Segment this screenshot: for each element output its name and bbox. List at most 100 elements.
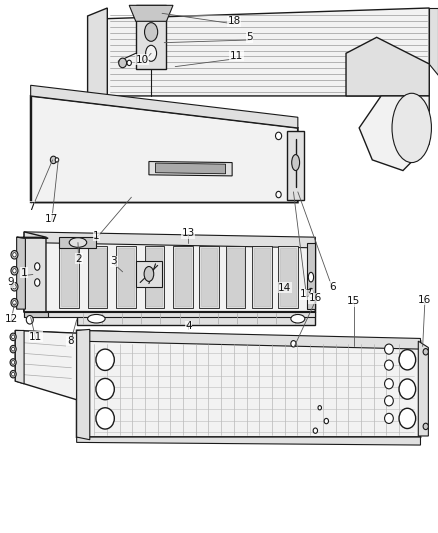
- Text: 11: 11: [230, 51, 243, 61]
- Ellipse shape: [96, 378, 114, 400]
- Polygon shape: [77, 329, 90, 440]
- Ellipse shape: [35, 263, 40, 270]
- Ellipse shape: [399, 408, 416, 429]
- Text: 3: 3: [110, 256, 117, 266]
- Polygon shape: [77, 330, 420, 349]
- Ellipse shape: [308, 272, 314, 282]
- Ellipse shape: [318, 406, 321, 410]
- Polygon shape: [227, 248, 244, 306]
- Polygon shape: [199, 246, 219, 308]
- Polygon shape: [17, 237, 48, 238]
- Text: 10: 10: [136, 55, 149, 64]
- Text: 18: 18: [228, 17, 241, 26]
- Text: 13: 13: [182, 229, 195, 238]
- Polygon shape: [88, 8, 107, 101]
- Polygon shape: [252, 246, 272, 308]
- Polygon shape: [24, 237, 315, 312]
- Ellipse shape: [96, 408, 114, 429]
- Ellipse shape: [385, 395, 393, 406]
- Ellipse shape: [392, 93, 431, 163]
- Ellipse shape: [13, 253, 16, 257]
- Text: 1: 1: [93, 231, 100, 240]
- Ellipse shape: [50, 156, 57, 164]
- Text: 4: 4: [185, 321, 192, 331]
- Text: 11: 11: [29, 332, 42, 342]
- Polygon shape: [88, 246, 107, 308]
- Polygon shape: [201, 248, 217, 306]
- Polygon shape: [59, 246, 79, 308]
- Ellipse shape: [144, 266, 154, 281]
- Polygon shape: [107, 8, 429, 96]
- Polygon shape: [31, 96, 298, 203]
- Polygon shape: [17, 237, 25, 309]
- Polygon shape: [118, 248, 134, 306]
- Ellipse shape: [11, 298, 18, 307]
- Text: 16: 16: [309, 294, 322, 303]
- Ellipse shape: [11, 348, 14, 351]
- Polygon shape: [136, 261, 162, 287]
- Polygon shape: [278, 246, 298, 308]
- Polygon shape: [136, 5, 166, 69]
- Ellipse shape: [11, 282, 18, 291]
- Polygon shape: [31, 85, 298, 128]
- Ellipse shape: [10, 370, 16, 378]
- Polygon shape: [24, 232, 315, 248]
- Text: 14: 14: [278, 283, 291, 293]
- Text: 8: 8: [67, 336, 74, 346]
- Text: 12: 12: [4, 314, 18, 324]
- Polygon shape: [61, 248, 77, 306]
- Ellipse shape: [11, 251, 18, 259]
- Polygon shape: [77, 330, 420, 437]
- Text: 7: 7: [28, 202, 35, 212]
- Polygon shape: [15, 330, 72, 385]
- Polygon shape: [15, 330, 77, 400]
- Ellipse shape: [313, 428, 318, 433]
- Text: 5: 5: [246, 33, 253, 42]
- Ellipse shape: [385, 378, 393, 389]
- Text: 15: 15: [347, 296, 360, 306]
- Polygon shape: [145, 246, 164, 308]
- Ellipse shape: [385, 414, 393, 423]
- Ellipse shape: [292, 155, 300, 171]
- Ellipse shape: [35, 279, 40, 286]
- Ellipse shape: [276, 191, 281, 198]
- Polygon shape: [280, 248, 296, 306]
- Ellipse shape: [119, 58, 127, 68]
- Text: 16: 16: [418, 295, 431, 304]
- Ellipse shape: [13, 301, 16, 305]
- Ellipse shape: [13, 269, 16, 273]
- Polygon shape: [175, 248, 191, 306]
- Polygon shape: [287, 131, 304, 200]
- Polygon shape: [77, 312, 315, 325]
- Ellipse shape: [399, 379, 416, 399]
- Polygon shape: [129, 5, 173, 21]
- Ellipse shape: [291, 341, 296, 347]
- Ellipse shape: [11, 335, 14, 339]
- Ellipse shape: [96, 349, 114, 370]
- Polygon shape: [359, 96, 429, 171]
- Ellipse shape: [291, 314, 305, 323]
- Polygon shape: [146, 248, 162, 306]
- Ellipse shape: [127, 60, 131, 66]
- Ellipse shape: [88, 314, 105, 323]
- Ellipse shape: [276, 132, 282, 140]
- Ellipse shape: [26, 316, 33, 324]
- Polygon shape: [24, 232, 46, 312]
- Text: 2: 2: [75, 254, 82, 263]
- Polygon shape: [149, 161, 232, 176]
- Ellipse shape: [385, 360, 393, 370]
- Polygon shape: [307, 243, 315, 309]
- Polygon shape: [24, 312, 48, 317]
- Ellipse shape: [10, 359, 16, 366]
- Ellipse shape: [324, 418, 328, 424]
- Ellipse shape: [399, 350, 416, 370]
- Polygon shape: [24, 312, 315, 317]
- Text: 9: 9: [7, 278, 14, 287]
- Polygon shape: [254, 248, 270, 306]
- Polygon shape: [59, 237, 96, 248]
- Polygon shape: [418, 341, 428, 436]
- Ellipse shape: [55, 158, 59, 162]
- Polygon shape: [173, 246, 193, 308]
- Ellipse shape: [385, 344, 393, 354]
- Polygon shape: [116, 246, 136, 308]
